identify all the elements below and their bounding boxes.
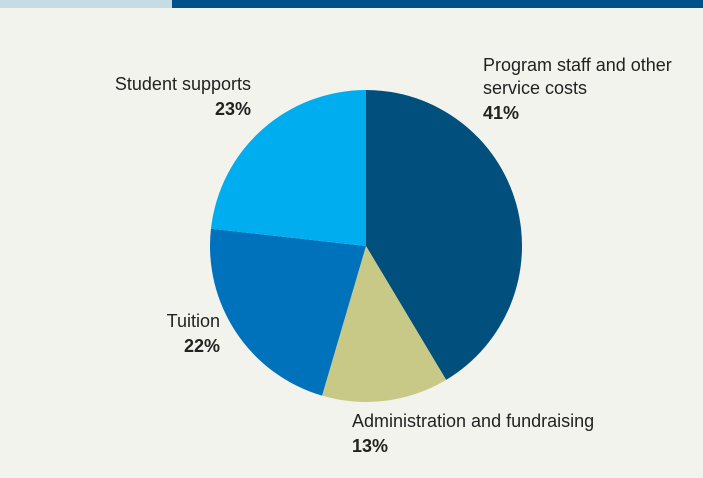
slice-label: Student supports 23% <box>40 73 251 121</box>
pie-slice <box>322 246 447 402</box>
value-label: 13% <box>352 436 389 456</box>
value-label: 23% <box>214 99 251 119</box>
value-label: 22% <box>183 336 220 356</box>
category-label: Tuition <box>166 311 220 331</box>
pie-slice <box>210 90 366 246</box>
slice-label: Administration and fundraising 13% <box>352 410 682 458</box>
category-label: Student supports <box>114 74 251 94</box>
pie-slice <box>366 90 522 380</box>
value-label: 41% <box>483 103 520 123</box>
slice-label: Tuition 22% <box>60 310 220 358</box>
header-bar <box>0 0 172 8</box>
category-label: Program staff and other service costs <box>483 55 672 98</box>
pie-slice <box>209 228 366 396</box>
header-bar <box>172 0 703 8</box>
slice-label: Program staff and other service costs 41% <box>483 54 693 125</box>
category-label: Administration and fundraising <box>352 411 595 431</box>
